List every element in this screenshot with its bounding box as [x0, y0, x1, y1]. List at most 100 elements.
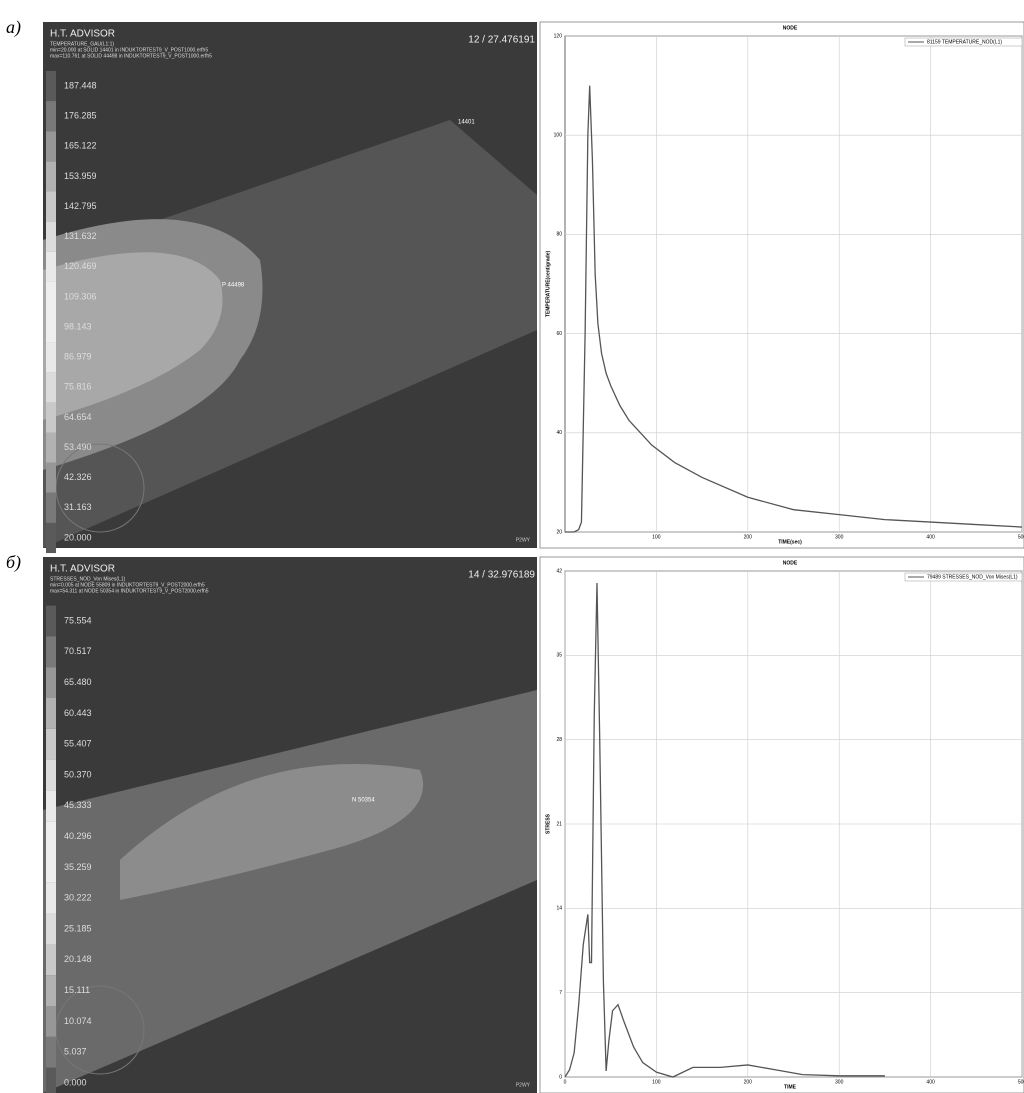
y-tick-label: 100: [554, 133, 563, 139]
x-tick-label: 400: [926, 1079, 935, 1085]
color-swatch: [46, 698, 56, 729]
legend-value: 0.000: [64, 1077, 87, 1087]
color-swatch: [46, 131, 56, 161]
legend-value: 176.285: [64, 111, 97, 121]
legend-value: 75.554: [64, 615, 92, 625]
legend-value: 25.185: [64, 923, 92, 933]
y-tick-label: 14: [556, 906, 562, 912]
color-swatch: [46, 1068, 56, 1093]
y-tick-label: 60: [556, 331, 562, 337]
color-swatch: [46, 312, 56, 342]
legend-value: 109.306: [64, 291, 97, 301]
viewport-scene: [43, 22, 1024, 1093]
chart-title: NODE: [783, 25, 798, 31]
x-tick-label: 500: [1018, 1079, 1024, 1085]
legend-value: 10.074: [64, 1016, 92, 1026]
color-swatch: [46, 433, 56, 463]
legend-value: 153.959: [64, 171, 97, 181]
legend-value: 98.143: [64, 321, 92, 331]
figure: а)H.T. ADVISORTEMPERATURE_GAU(L1:1)min=2…: [0, 0, 1024, 1093]
color-swatch: [46, 463, 56, 493]
node-label: 14401: [458, 120, 475, 126]
color-swatch: [46, 883, 56, 914]
frame-info: 14 / 32.976189: [468, 570, 535, 581]
legend-value: 65.480: [64, 677, 92, 687]
legend-value: 142.795: [64, 201, 97, 211]
x-tick-label: 200: [744, 534, 753, 540]
legend-value: 15.111: [64, 985, 90, 995]
chart-title: NODE: [783, 560, 798, 566]
info-line: max=110.761 at SOLID 44498 in INDUKTORTE…: [50, 53, 212, 59]
legend-value: 86.979: [64, 352, 92, 362]
panel-label: а): [6, 17, 21, 38]
legend-value: 20.000: [64, 532, 92, 542]
x-tick-label: 100: [652, 534, 661, 540]
color-swatch: [46, 252, 56, 282]
legend-value: 55.407: [64, 739, 92, 749]
legend-value: 120.469: [64, 261, 97, 271]
x-axis-label: TIME(sec): [778, 539, 802, 545]
legend-value: 165.122: [64, 141, 97, 151]
color-swatch: [46, 101, 56, 131]
color-swatch: [46, 342, 56, 372]
legend-value: 64.654: [64, 412, 92, 422]
color-swatch: [46, 161, 56, 191]
y-axis-label: TEMPERATURE(centigrade): [545, 251, 551, 318]
color-swatch: [46, 402, 56, 432]
y-tick-label: 0: [559, 1074, 562, 1080]
y-axis-label: STRESS: [545, 813, 551, 834]
panel-label: б): [6, 552, 21, 573]
color-swatch: [46, 71, 56, 101]
legend-value: 35.259: [64, 862, 92, 872]
color-swatch: [46, 944, 56, 975]
legend-value: 187.448: [64, 80, 97, 90]
y-tick-label: 42: [556, 568, 562, 574]
color-swatch: [46, 914, 56, 945]
legend-value: 70.517: [64, 646, 92, 656]
color-swatch: [46, 1037, 56, 1068]
color-swatch: [46, 821, 56, 852]
y-tick-label: 20: [556, 529, 562, 535]
color-swatch: [46, 975, 56, 1006]
legend-value: 131.632: [64, 231, 97, 241]
y-tick-label: 40: [556, 430, 562, 436]
app-title: H.T. ADVISOR: [50, 564, 115, 575]
color-swatch: [46, 1006, 56, 1037]
legend-entry: 81159 TEMPERATURE_NOD(L1): [927, 39, 1002, 45]
legend-value: 60.443: [64, 708, 92, 718]
color-swatch: [46, 282, 56, 312]
corner-label: P2WY: [516, 537, 531, 543]
x-tick-label: 500: [1018, 534, 1024, 540]
color-swatch: [46, 852, 56, 883]
x-tick-label: 300: [835, 1079, 844, 1085]
app-title: H.T. ADVISOR: [50, 29, 115, 40]
node-label: P 44498: [222, 283, 245, 289]
legend-value: 50.370: [64, 769, 92, 779]
color-swatch: [46, 222, 56, 252]
legend-entry: 79489 STRESSES_NOD_Von Mises(L1): [927, 574, 1018, 580]
chart-window: [540, 22, 1024, 548]
legend-value: 45.333: [64, 800, 92, 810]
legend-value: 75.816: [64, 382, 92, 392]
corner-label: P2WY: [516, 1082, 531, 1088]
color-swatch: [46, 790, 56, 821]
x-tick-label: 200: [744, 1079, 753, 1085]
x-tick-label: 100: [652, 1079, 661, 1085]
y-tick-label: 7: [559, 990, 562, 996]
info-line: max=54.311 at NODE 50354 in INDUKTORTEST…: [50, 588, 209, 594]
color-swatch: [46, 372, 56, 402]
color-swatch: [46, 191, 56, 221]
legend-value: 42.326: [64, 472, 92, 482]
node-label: N 50354: [352, 798, 375, 804]
x-axis-label: TIME: [784, 1084, 797, 1090]
legend-value: 30.222: [64, 893, 92, 903]
y-tick-label: 80: [556, 232, 562, 238]
legend-value: 20.148: [64, 954, 92, 964]
legend-value: 5.037: [64, 1047, 87, 1057]
color-swatch: [46, 667, 56, 698]
y-tick-label: 120: [554, 33, 563, 39]
color-swatch: [46, 606, 56, 637]
legend-value: 40.296: [64, 831, 92, 841]
color-swatch: [46, 493, 56, 523]
legend-value: 31.163: [64, 502, 92, 512]
